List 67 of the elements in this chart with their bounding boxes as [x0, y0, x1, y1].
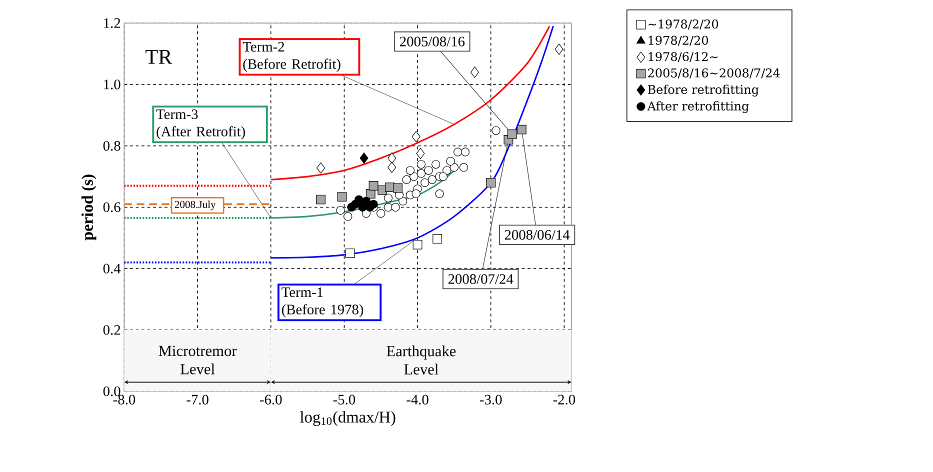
point	[554, 43, 564, 55]
point	[459, 162, 468, 172]
point	[507, 129, 517, 139]
annotation: 2005/08/16	[400, 36, 465, 46]
point	[416, 160, 426, 168]
annotation: 2008/06/14	[504, 230, 570, 240]
point	[438, 172, 448, 181]
point	[412, 189, 420, 198]
point	[412, 130, 420, 142]
x-tick-label: -6.0	[260, 394, 282, 404]
point	[344, 212, 352, 221]
point	[384, 202, 393, 212]
point	[406, 166, 415, 175]
text: Term-3 (After Retrofit)	[156, 109, 246, 140]
point	[470, 66, 479, 78]
point	[345, 248, 355, 258]
annotation: 2008/07/24	[448, 274, 514, 284]
point	[393, 183, 402, 192]
x-tick-label: -5.0	[333, 394, 356, 404]
band-label: Earthquake Level	[386, 345, 456, 374]
y-tick-label: 0.0	[103, 386, 120, 396]
point	[391, 202, 400, 212]
y-tick-label: 0.8	[103, 140, 120, 151]
y-tick-label: 1.0	[104, 79, 120, 90]
x-tick-label: -8.0	[113, 394, 136, 404]
point	[376, 208, 386, 218]
point	[316, 194, 326, 204]
point	[336, 206, 345, 214]
legend-label: 2005/8/16∼2008/7/24	[648, 68, 780, 78]
legend-label: After retrofitting	[647, 101, 749, 113]
x-tick-label: -7.0	[186, 394, 208, 404]
point	[486, 178, 496, 188]
y-tick-label: 0.6	[103, 202, 120, 212]
point	[446, 156, 455, 166]
legend-label: 1978/6/12∼	[648, 52, 718, 62]
point	[412, 240, 422, 250]
x-axis-title: log$_{10}$(dmax/H)	[300, 410, 396, 426]
point	[337, 192, 347, 202]
annotation: TR	[146, 50, 172, 64]
point	[435, 189, 444, 198]
series-label: 2008.July	[174, 200, 216, 210]
point	[416, 148, 425, 159]
point	[360, 152, 368, 164]
x-tick-label: -4.0	[406, 394, 428, 404]
point	[384, 194, 393, 202]
point	[368, 180, 378, 190]
band-label: Microtremor Level	[158, 346, 237, 374]
point	[460, 148, 470, 156]
text: Term-1 (Before 1978)	[282, 287, 364, 318]
point	[432, 234, 442, 244]
point	[402, 175, 411, 184]
x-tick-label: -3.0	[480, 394, 502, 404]
text: Term-2 (Before Retrofit)	[242, 42, 340, 72]
y-tick-label: 0.2	[103, 324, 120, 335]
point	[516, 124, 526, 134]
legend-label: ∼1978/2/20	[648, 19, 718, 30]
legend-label: Before retrofitting	[648, 84, 759, 96]
y-tick-label: 1.2	[104, 18, 120, 28]
x-tick-label: -2.0	[553, 394, 576, 404]
point	[388, 162, 396, 173]
point	[388, 152, 396, 164]
legend-label: 1978/2/20	[648, 36, 708, 46]
point	[316, 162, 325, 174]
point	[398, 196, 408, 206]
y-axis-title: period (s)	[81, 174, 96, 240]
y-tick-label: 0.4	[103, 264, 121, 274]
point	[432, 160, 440, 168]
